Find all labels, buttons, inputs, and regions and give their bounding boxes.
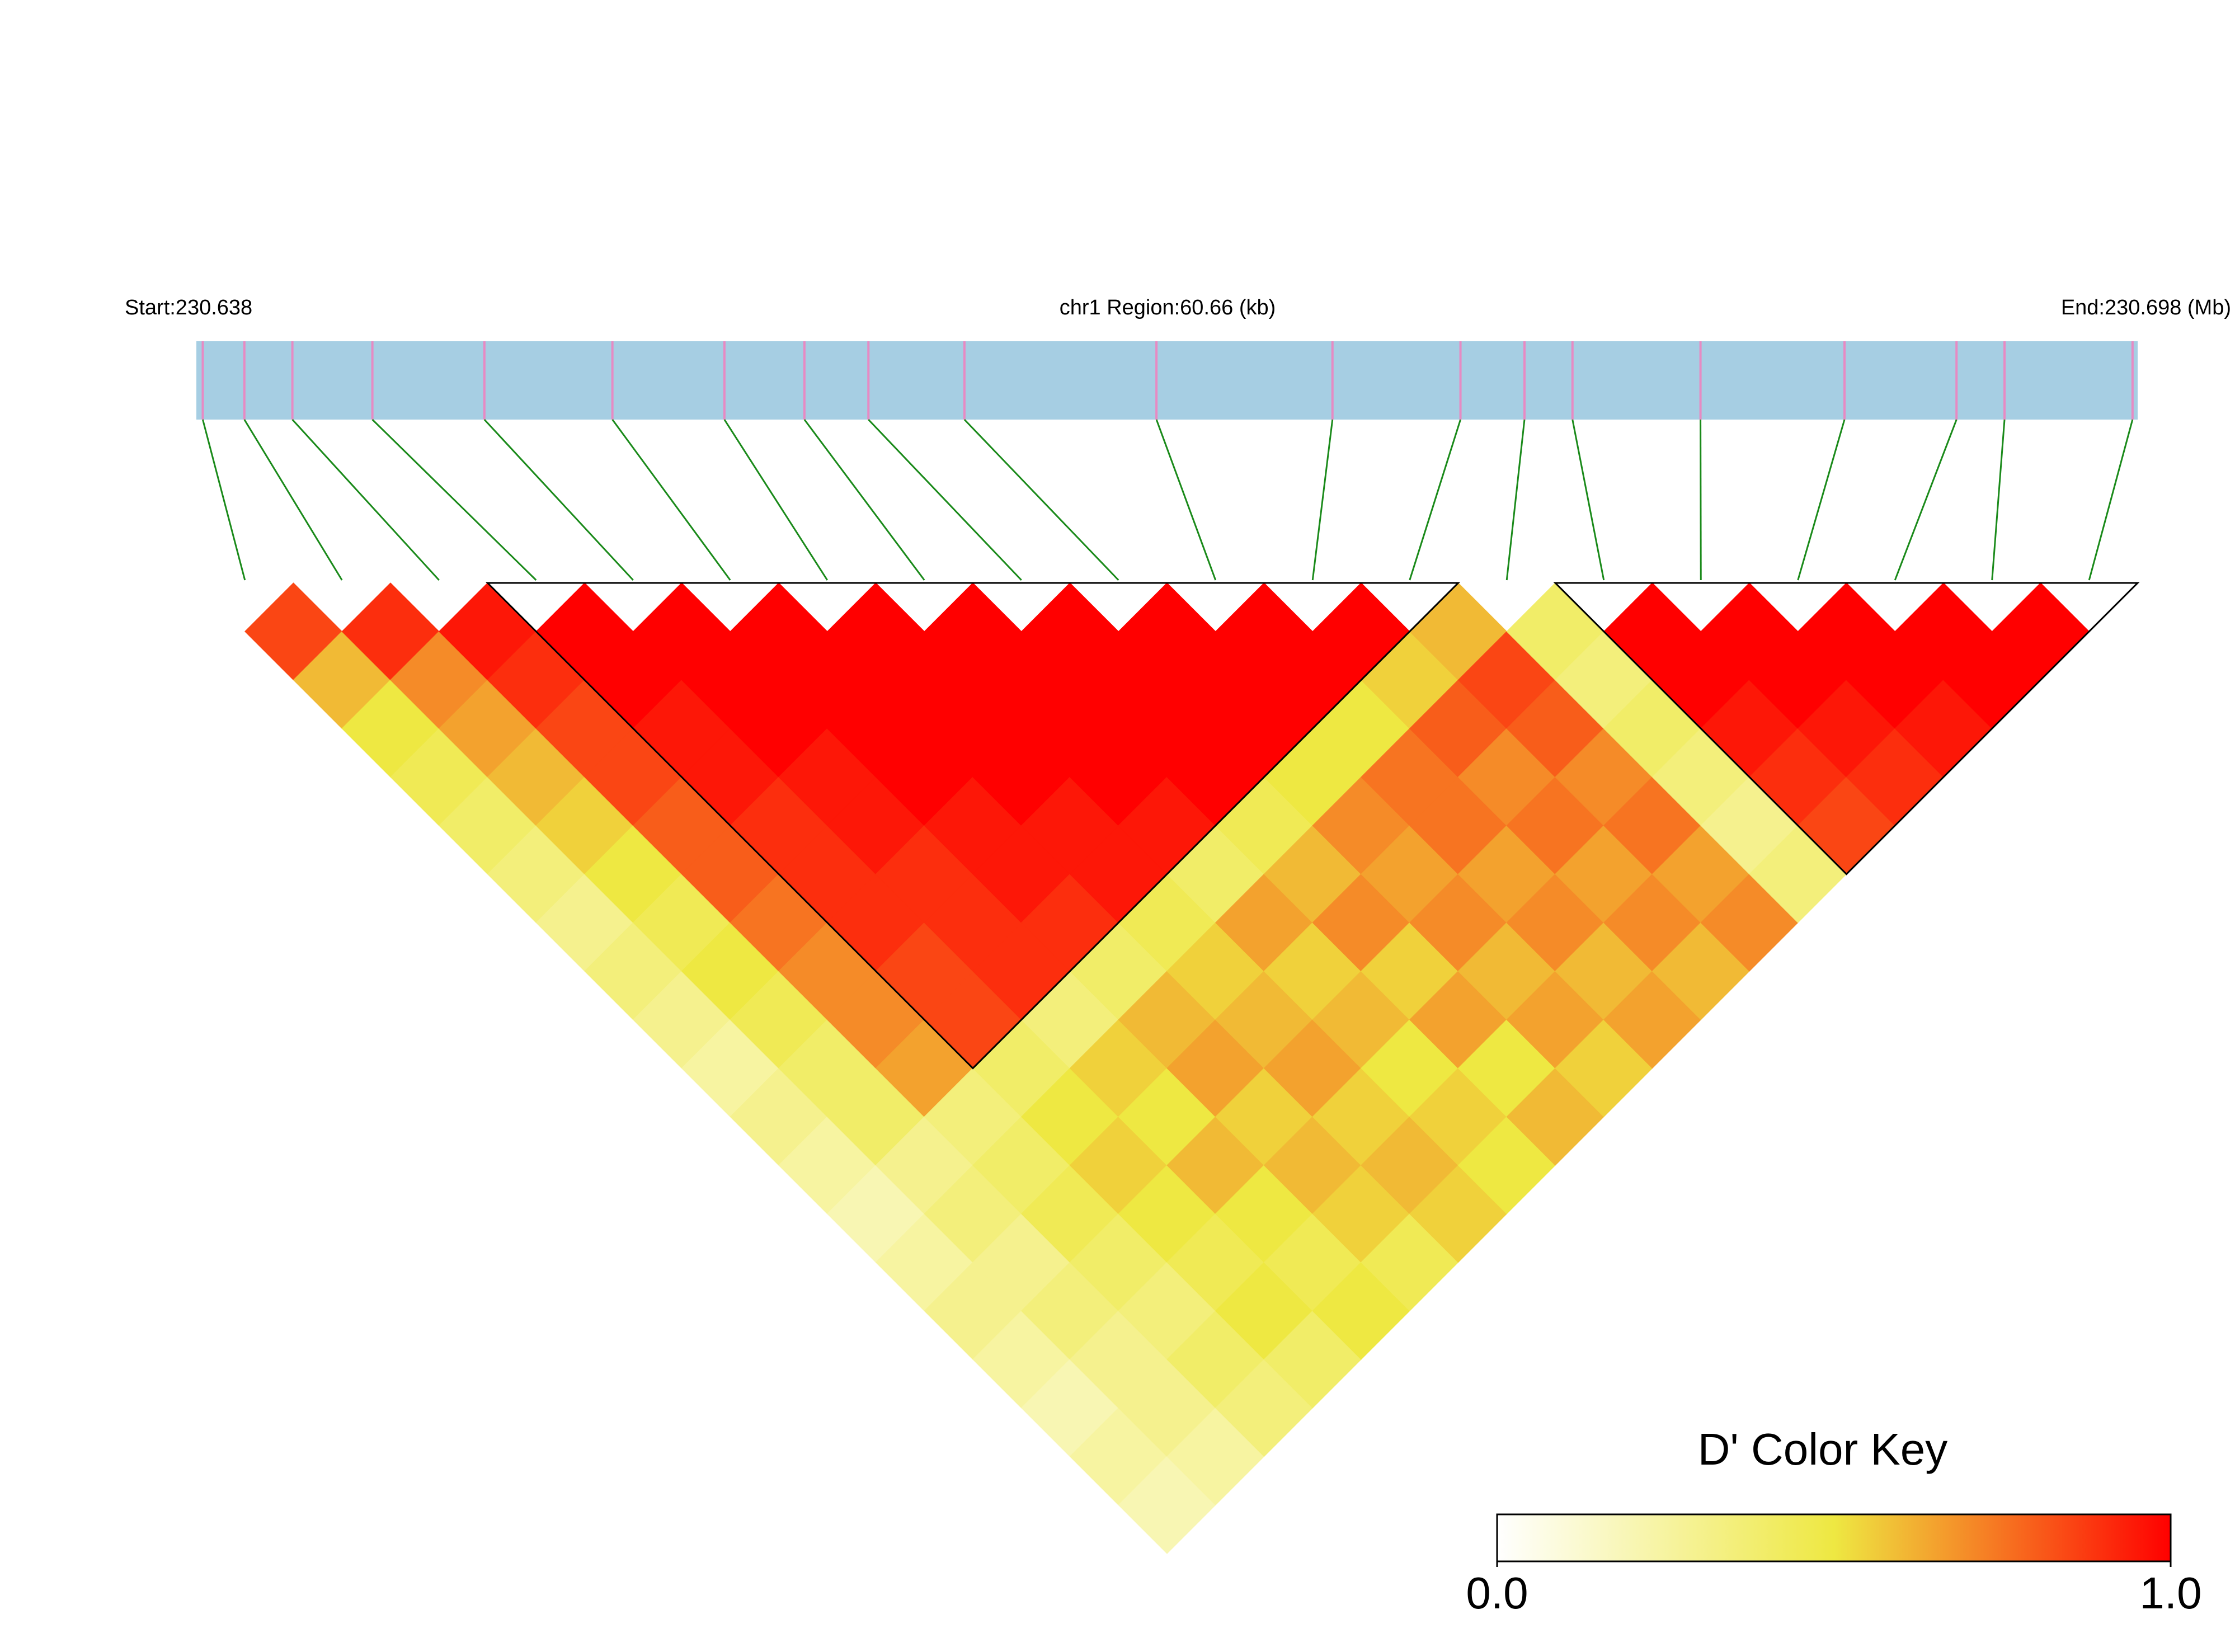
snp-connector: [371, 418, 537, 581]
snp-connector: [868, 418, 1022, 581]
snp-connector: [2088, 419, 2134, 581]
snp-connector: [1991, 419, 2006, 581]
ld-block: [1553, 582, 2140, 876]
snp-connector: [1155, 419, 1217, 581]
ld-block: [485, 582, 1461, 1070]
region-label: chr1 Region:60.66 (kb): [1060, 296, 1276, 319]
snp-connector: [1894, 419, 1958, 581]
snp-connector: [243, 419, 343, 581]
end-label: End:230.698 (Mb): [2061, 296, 2231, 319]
snp-connector: [1797, 419, 1846, 581]
snp-connector: [723, 419, 829, 581]
snp-connector: [483, 418, 634, 581]
color-key-tick-label: 0.0: [1466, 1568, 1528, 1618]
snp-connector: [291, 418, 440, 581]
start-label: Start:230.638: [125, 296, 252, 319]
snp-connector: [803, 419, 925, 581]
color-key-tick-label: 1.0: [2139, 1568, 2201, 1618]
region-bar: [196, 341, 2138, 420]
snp-connector: [1505, 419, 1526, 581]
color-key-title: D' Color Key: [1698, 1424, 1948, 1474]
snp-connector: [1571, 419, 1605, 581]
snp-connector: [201, 419, 246, 581]
color-key-bar: [1496, 1513, 2172, 1562]
snp-connector: [611, 419, 731, 581]
snp-connector: [963, 418, 1119, 581]
snp-connector: [1311, 419, 1334, 581]
snp-connector: [1409, 419, 1461, 581]
